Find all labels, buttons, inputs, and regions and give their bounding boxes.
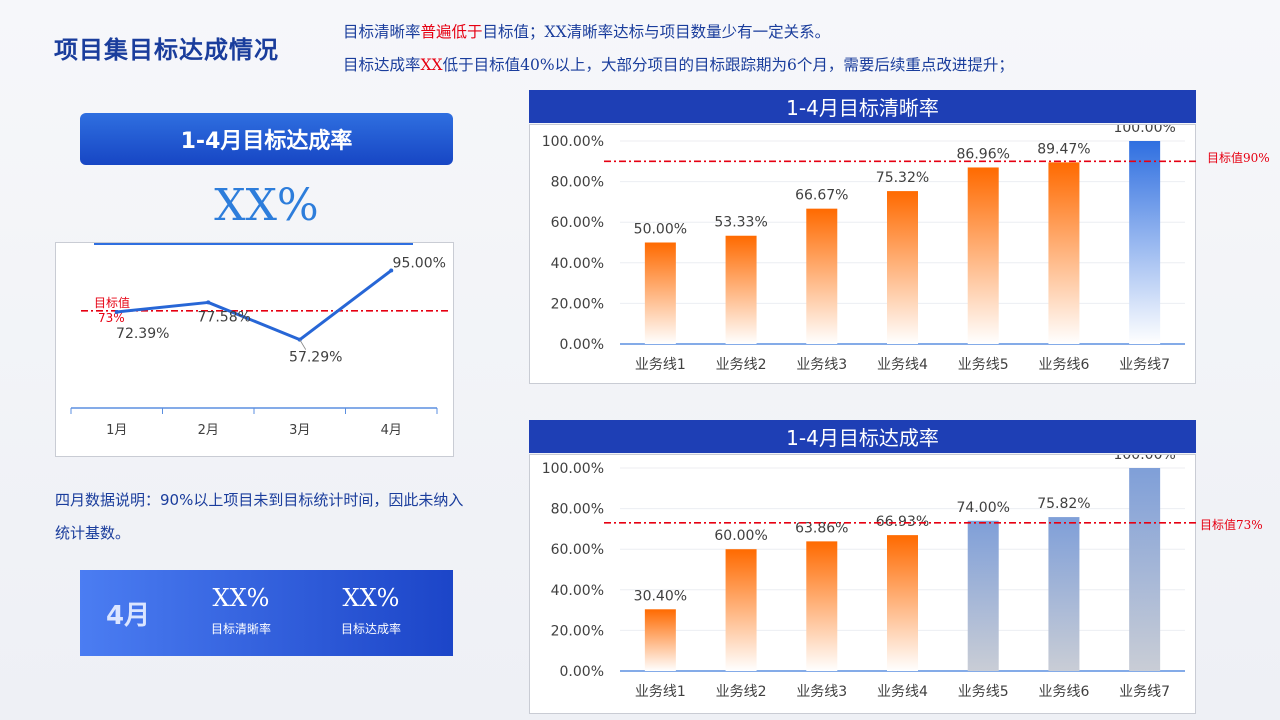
line-chart-data-label: 95.00% xyxy=(393,256,446,272)
bar-chart-x-label: 业务线4 xyxy=(877,357,928,373)
bar-chart-x-label: 业务线5 xyxy=(958,684,1009,700)
bar-2 xyxy=(725,235,757,344)
bar-chart-x-label: 业务线5 xyxy=(958,357,1009,373)
line-chart-target-label: 目标值 xyxy=(94,295,130,310)
bar-1 xyxy=(644,609,676,671)
bar-chart-y-tick-label: 20.00% xyxy=(551,623,604,639)
line-chart-data-label: 57.29% xyxy=(289,350,342,366)
bar-data-label: 75.82% xyxy=(1037,496,1090,512)
bar-5 xyxy=(967,520,999,671)
clarity-chart-header: 1-4月目标清晰率 xyxy=(529,90,1196,123)
clarity-chart-panel: 0.00% 20.00% 40.00% 60.00% 80.00% 100.00% 50.0… xyxy=(529,120,1197,384)
achievement-chart-header: 1-4月目标达成率 xyxy=(529,420,1196,453)
bar-chart-x-label: 业务线3 xyxy=(796,684,847,700)
bar-4 xyxy=(887,191,918,344)
line-chart-x-label: 3月 xyxy=(289,423,310,438)
line-chart-series xyxy=(116,269,393,342)
bar-data-label: 89.47% xyxy=(1037,141,1090,157)
achievement-chart-panel: 0.00% 20.00% 40.00% 60.00% 80.00% 100.00% 30.4… xyxy=(529,447,1197,714)
bar-chart-y-tick-label: 0.00% xyxy=(560,337,604,353)
clarity-target-label: 目标值90% xyxy=(1207,151,1270,165)
achievement-target-label: 目标值73% xyxy=(1200,518,1263,532)
line-chart-x-label: 2月 xyxy=(198,423,219,438)
bar-chart-y-tick-label: 80.00% xyxy=(551,175,604,191)
summary-note-2: 目标达成率XX低于目标值40%以上，大部分项目的目标跟踪期为6个月，需要后续重点… xyxy=(343,53,1014,75)
april-summary-card: 4月 XX% 目标清晰率 XX% 目标达成率 xyxy=(80,570,453,656)
bar-chart-x-label: 业务线2 xyxy=(716,684,767,700)
bar-data-label: 30.40% xyxy=(634,588,687,604)
bar-5 xyxy=(967,167,999,344)
april-data-note: 四月数据说明：90%以上项目未到目标统计时间，因此未纳入统计基数。 xyxy=(55,491,464,542)
bar-chart-x-label: 业务线6 xyxy=(1038,357,1089,373)
bar-chart-x-label: 业务线1 xyxy=(635,357,686,373)
bar-4 xyxy=(887,535,918,671)
bar-6 xyxy=(1048,517,1080,671)
april-achievement-label: 目标达成率 xyxy=(340,622,401,636)
bar-data-label: 66.67% xyxy=(795,188,848,204)
bar-chart-y-tick-label: 0.00% xyxy=(560,664,604,680)
bar-chart-x-label: 业务线6 xyxy=(1038,684,1089,700)
bar-7 xyxy=(1129,468,1161,671)
bar-chart-y-tick-label: 60.00% xyxy=(551,215,604,231)
note1-highlight: 普遍低于 xyxy=(420,23,483,41)
bar-7 xyxy=(1129,141,1161,344)
line-chart-x-label: 4月 xyxy=(381,423,402,438)
monthly-line-chart-panel: 目标值 73% 72.39% 77.58% 57.29% 95.00% 1月 2月 3月 4月 xyxy=(55,242,454,457)
note2-highlight: XX xyxy=(420,56,443,74)
bar-chart-x-label: 业务线2 xyxy=(716,357,767,373)
bar-3 xyxy=(806,208,838,344)
bar-6 xyxy=(1048,162,1080,344)
bar-chart-y-tick-label: 40.00% xyxy=(551,583,604,599)
line-chart-data-label: 72.39% xyxy=(116,326,169,342)
big-achievement-rate: XX% xyxy=(214,180,319,231)
bar-data-label: 100.00% xyxy=(1113,125,1175,136)
note1-text-b: 目标值；XX清晰率达标与项目数量少有一定关系。 xyxy=(482,23,831,41)
april-clarity-label: 目标清晰率 xyxy=(210,622,271,636)
bar-data-label: 53.33% xyxy=(714,215,767,231)
bar-2 xyxy=(725,549,757,671)
bar-chart-x-label: 业务线7 xyxy=(1119,684,1170,700)
bar-chart-y-tick-label: 40.00% xyxy=(551,256,604,272)
bar-chart-x-label: 业务线1 xyxy=(635,684,686,700)
bar-chart-x-label: 业务线7 xyxy=(1119,357,1170,373)
bar-chart-y-tick-label: 100.00% xyxy=(542,461,604,477)
note2-text-b: 低于目标值40%以上，大部分项目的目标跟踪期为6个月，需要后续重点改进提升； xyxy=(442,56,1014,74)
bar-data-label: 50.00% xyxy=(634,222,687,238)
bar-chart-y-tick-label: 60.00% xyxy=(551,542,604,558)
clarity-bar-chart: 0.00% 20.00% 40.00% 60.00% 80.00% 100.00% 50.0… xyxy=(542,120,1197,373)
note2-text-a: 目标达成率 xyxy=(343,56,421,74)
bar-chart-y-tick-label: 20.00% xyxy=(551,296,604,312)
bar-data-label: 60.00% xyxy=(714,528,767,544)
note1-text-a: 目标清晰率 xyxy=(343,23,421,41)
april-clarity-value: XX% xyxy=(212,584,270,612)
april-achievement-stat: XX% 目标达成率 xyxy=(311,584,431,637)
bar-data-label: 66.93% xyxy=(876,514,929,530)
april-month-label: 4月 xyxy=(106,601,151,631)
april-achievement-value: XX% xyxy=(342,584,400,612)
bar-data-label: 86.96% xyxy=(957,146,1010,162)
bar-chart-y-tick-label: 100.00% xyxy=(542,134,604,150)
bar-data-label: 100.00% xyxy=(1113,455,1175,463)
april-clarity-stat: XX% 目标清晰率 xyxy=(181,584,301,637)
bar-chart-y-tick-label: 80.00% xyxy=(551,502,604,518)
line-chart-leader xyxy=(299,339,307,350)
bar-data-label: 75.32% xyxy=(876,170,929,186)
line-chart-point xyxy=(114,309,119,314)
monthly-line-chart: 目标值73%72.39% 77.58% 57.29% 95.00% 1月 2月 3月 4月 xyxy=(70,243,449,438)
achievement-rate-banner: 1-4月目标达成率 xyxy=(80,113,453,165)
achievement-bar-chart: 0.00% 20.00% 40.00% 60.00% 80.00% 100.00% 30.4… xyxy=(542,447,1197,700)
bar-1 xyxy=(644,242,676,344)
bar-data-label: 63.86% xyxy=(795,520,848,536)
line-chart-point xyxy=(389,268,394,273)
line-chart-target-value: 73% xyxy=(98,311,125,325)
line-chart-point xyxy=(206,300,211,305)
bar-chart-x-label: 业务线3 xyxy=(796,357,847,373)
summary-note-1: 目标清晰率普遍低于目标值；XX清晰率达标与项目数量少有一定关系。 xyxy=(343,20,830,42)
bar-3 xyxy=(806,541,838,671)
bar-data-label: 74.00% xyxy=(957,500,1010,516)
page-title: 项目集目标达成情况 xyxy=(54,36,279,64)
line-chart-x-label: 1月 xyxy=(106,423,127,438)
line-chart-data-label: 77.58% xyxy=(198,309,251,325)
bar-chart-x-label: 业务线4 xyxy=(877,684,928,700)
